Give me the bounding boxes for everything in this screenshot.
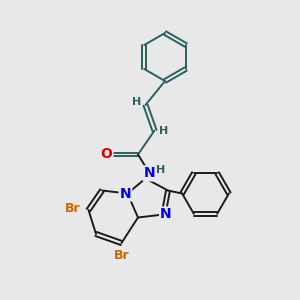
Text: N: N: [120, 187, 131, 200]
Text: Br: Br: [65, 202, 81, 215]
Text: H: H: [160, 125, 169, 136]
Text: N: N: [144, 167, 155, 180]
Text: H: H: [132, 97, 141, 107]
Text: O: O: [100, 148, 112, 161]
Text: Br: Br: [114, 249, 129, 262]
Text: N: N: [160, 208, 172, 221]
Text: H: H: [156, 165, 165, 176]
